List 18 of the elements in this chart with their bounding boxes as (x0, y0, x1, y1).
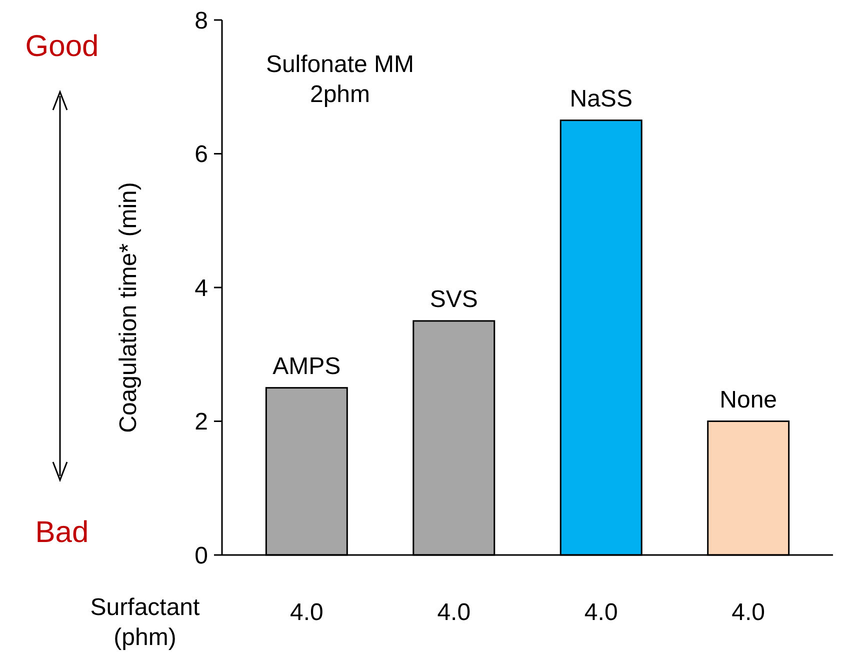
text: 4.0 (437, 599, 471, 626)
text: 4.0 (290, 599, 324, 626)
y-tick-label: 2 (194, 408, 208, 436)
text: Surfactant (phm) (90, 594, 200, 651)
text: 4.0 (584, 599, 618, 626)
text: Good (25, 30, 99, 63)
text: 4.0 (732, 599, 766, 626)
y-tick-label: 0 (194, 542, 208, 570)
x-tick-label: None (720, 386, 778, 414)
x-tick-label: NaSS (570, 85, 632, 112)
annotation: Sulfonate MM 2phm (266, 51, 414, 108)
y-axis-title: Coagulation time* (min) (115, 182, 142, 433)
y-tick-label: 6 (194, 141, 208, 168)
x-tick-label: SVS (430, 286, 478, 313)
y-tick-label: 4 (194, 274, 208, 302)
x-tick-label: AMPS (272, 352, 341, 380)
y-tick-label: 8 (194, 7, 208, 34)
text: Bad (35, 516, 89, 549)
